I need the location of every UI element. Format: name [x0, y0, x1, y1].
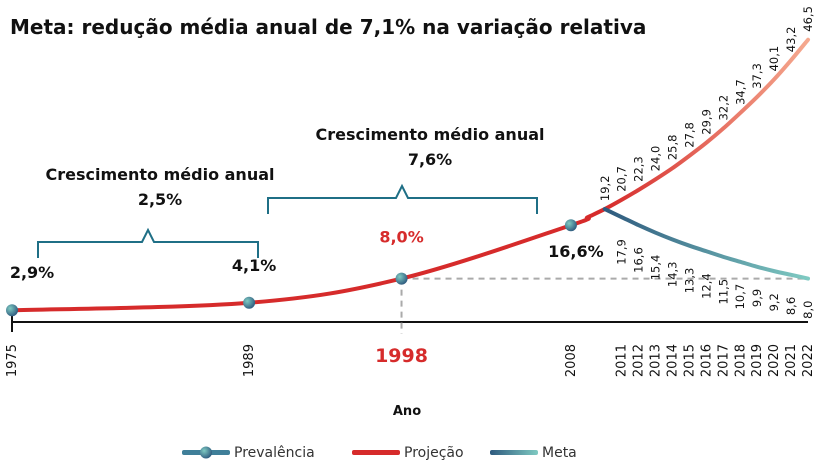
legend-label: Projeção	[404, 445, 464, 461]
x-tick-label: 2012	[632, 344, 647, 377]
legend-label: Prevalência	[234, 445, 315, 461]
value-label: 22,3	[632, 156, 646, 182]
x-tick-label: 1998	[375, 345, 428, 367]
dot	[395, 272, 408, 285]
annotation: Crescimento médio anual	[316, 125, 545, 144]
value-label: 19,2	[598, 175, 612, 201]
value-label: 4,1%	[232, 256, 276, 275]
value-label: 32,2	[716, 95, 730, 121]
value-label: 40,1	[767, 46, 781, 72]
bracket	[37, 227, 259, 258]
legend-item: Projeção	[352, 445, 464, 461]
value-label: 8,6	[784, 297, 798, 315]
value-label: 8,0%	[379, 228, 423, 247]
value-label: 17,9	[615, 239, 629, 265]
dot	[564, 219, 577, 232]
value-label: 12,4	[699, 273, 713, 299]
bracket	[267, 183, 538, 214]
x-tick-label: 1989	[242, 344, 257, 377]
x-tick-label: 2016	[699, 344, 714, 377]
annotation: 7,6%	[408, 150, 452, 169]
value-label: 10,7	[733, 284, 747, 310]
value-label: 27,8	[682, 122, 696, 148]
x-tick-label: 2014	[666, 344, 681, 377]
value-label: 37,3	[750, 63, 764, 89]
annotation: Crescimento médio anual	[46, 165, 275, 184]
line	[602, 207, 810, 281]
value-label: 9,2	[767, 293, 781, 311]
x-tick-label: 2017	[716, 344, 731, 377]
value-label: 9,9	[750, 289, 764, 307]
value-label: 2,9%	[10, 263, 54, 282]
value-label: 29,9	[699, 109, 713, 135]
value-label: 13,3	[682, 268, 696, 294]
legend-swatch	[490, 450, 538, 455]
legend-dot	[200, 446, 212, 459]
value-label: 11,5	[716, 279, 730, 305]
value-label: 25,8	[666, 135, 680, 161]
legend-swatch	[352, 450, 400, 455]
annotation: 2,5%	[138, 190, 182, 209]
x-tick-label: 2018	[733, 344, 748, 377]
x-tick-label: 2013	[649, 344, 664, 377]
value-label: 34,7	[733, 79, 747, 105]
value-label: 16,6%	[548, 242, 604, 261]
value-label: 15,4	[649, 255, 663, 281]
x-tick-label: 2021	[784, 344, 799, 377]
legend-item: Prevalência	[182, 445, 315, 461]
value-label: 14,3	[666, 261, 680, 287]
x-tick-label: 2022	[801, 344, 814, 377]
value-label: 46,5	[801, 6, 814, 32]
dot	[243, 296, 256, 309]
legend-label: Meta	[542, 445, 577, 461]
value-label: 24,0	[649, 146, 663, 172]
x-tick-label: 2019	[750, 344, 765, 377]
x-axis-label: Ano	[393, 404, 421, 419]
x-tick-label: 2011	[615, 344, 630, 377]
x-tick-label: 2015	[682, 344, 697, 377]
line	[10, 37, 810, 313]
x-tick-label: 2020	[767, 344, 782, 377]
legend-item: Meta	[490, 445, 577, 461]
x-tick-label: 1975	[5, 344, 20, 377]
value-label: 16,6	[632, 247, 646, 273]
value-label: 20,7	[615, 166, 629, 192]
value-label: 8,0	[801, 301, 814, 319]
dot	[6, 304, 18, 317]
x-tick-label: 2008	[564, 344, 579, 377]
value-label: 43,2	[784, 27, 798, 53]
chart-title: Meta: redução média anual de 7,1% na var…	[10, 15, 646, 39]
